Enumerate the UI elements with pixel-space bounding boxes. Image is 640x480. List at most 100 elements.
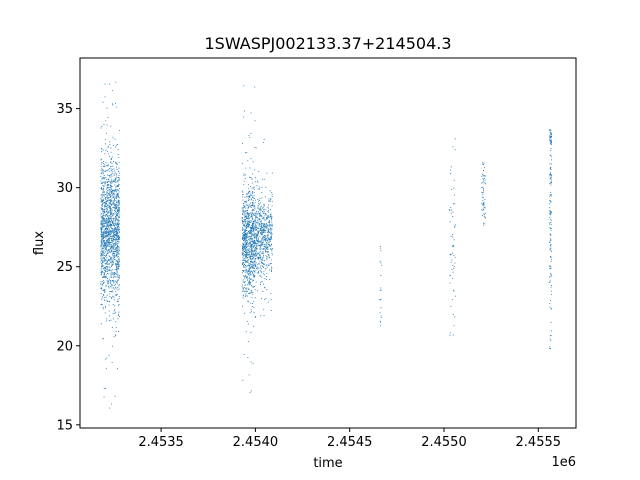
data-point — [102, 216, 104, 218]
data-point — [104, 191, 105, 193]
data-point — [263, 235, 265, 237]
data-point — [243, 221, 245, 223]
data-point — [245, 249, 247, 251]
data-point — [115, 246, 117, 248]
data-point — [550, 194, 552, 195]
data-point — [242, 295, 244, 297]
data-point — [102, 253, 104, 255]
data-point — [103, 294, 105, 296]
data-point — [102, 173, 104, 175]
data-point — [242, 199, 244, 201]
data-point — [115, 291, 117, 292]
data-point — [549, 212, 551, 214]
data-point — [118, 199, 119, 201]
data-point — [253, 240, 255, 242]
data-point — [114, 239, 115, 241]
data-point — [115, 232, 117, 234]
data-point — [266, 264, 268, 266]
data-point — [550, 308, 552, 309]
data-point — [549, 212, 551, 214]
data-point — [264, 235, 266, 237]
data-point — [550, 239, 552, 241]
data-point — [251, 212, 253, 214]
data-point — [259, 256, 261, 258]
data-point — [101, 280, 103, 282]
data-point — [266, 256, 268, 258]
data-point — [115, 191, 117, 193]
data-point — [106, 246, 108, 248]
data-point — [110, 198, 112, 200]
data-point — [103, 258, 105, 259]
data-point — [100, 231, 102, 233]
data-point — [249, 244, 251, 246]
data-point — [107, 212, 109, 214]
data-point — [110, 209, 112, 210]
data-point — [254, 260, 256, 261]
data-point — [104, 143, 106, 145]
data-point — [115, 181, 117, 182]
data-point — [242, 207, 244, 209]
data-point — [271, 267, 273, 269]
data-point — [115, 283, 117, 285]
data-point — [270, 215, 272, 217]
data-point — [107, 266, 109, 268]
data-point — [104, 181, 106, 183]
data-point — [109, 238, 111, 240]
data-point — [103, 272, 105, 274]
data-point — [103, 233, 105, 235]
data-point — [242, 252, 244, 254]
data-point — [250, 263, 252, 265]
data-point — [103, 223, 105, 225]
data-point — [110, 290, 112, 292]
data-point — [105, 162, 107, 163]
data-point — [253, 273, 255, 275]
data-point — [114, 170, 116, 172]
data-point — [104, 233, 106, 235]
data-point — [100, 215, 102, 217]
data-point — [261, 220, 263, 222]
data-point — [241, 190, 243, 192]
data-point — [266, 246, 268, 248]
data-point — [242, 290, 243, 292]
data-point — [110, 195, 112, 197]
data-point — [102, 165, 104, 167]
data-point — [101, 263, 103, 265]
data-point — [243, 231, 245, 233]
data-point — [264, 227, 266, 229]
data-point — [247, 206, 249, 208]
data-point — [549, 242, 551, 243]
data-point — [112, 243, 114, 245]
data-point — [100, 288, 102, 289]
data-point — [257, 180, 258, 182]
data-point — [109, 190, 111, 192]
data-point — [247, 278, 249, 280]
data-point — [106, 281, 108, 283]
data-point — [101, 248, 103, 250]
data-point — [244, 231, 245, 233]
data-point — [261, 263, 263, 264]
data-point — [249, 226, 251, 228]
data-point — [256, 227, 258, 229]
data-point — [244, 250, 246, 252]
data-point — [104, 274, 106, 276]
data-point — [482, 174, 484, 175]
data-point — [100, 235, 102, 237]
data-point — [549, 134, 551, 136]
data-point — [117, 154, 119, 155]
data-point — [550, 335, 552, 336]
data-point — [107, 283, 109, 285]
data-point — [106, 241, 108, 243]
data-point — [247, 282, 249, 284]
data-point — [105, 296, 107, 298]
data-point — [256, 185, 258, 187]
data-point — [264, 247, 266, 248]
data-point — [260, 208, 262, 210]
data-point — [262, 251, 264, 253]
data-point — [104, 244, 106, 246]
data-point — [108, 238, 110, 239]
data-point — [254, 253, 256, 255]
data-point — [265, 237, 267, 239]
data-point — [107, 219, 108, 221]
data-point — [107, 209, 109, 211]
data-point — [250, 186, 252, 187]
